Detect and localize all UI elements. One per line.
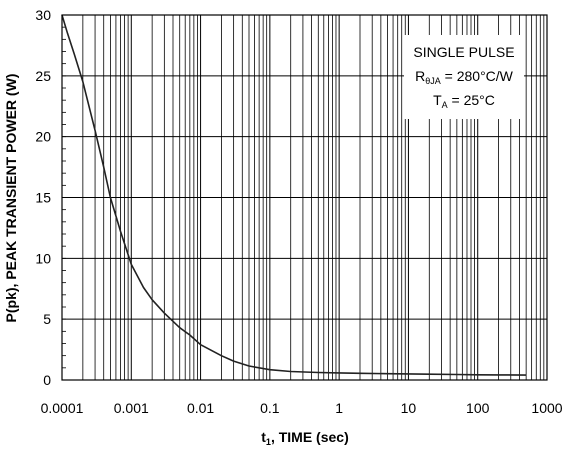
plot-area: [61, 14, 548, 381]
y-tick-label: 5: [43, 311, 51, 327]
y-tick-label: 10: [35, 250, 51, 266]
x-tick-label: 10: [401, 400, 417, 416]
x-tick-label: 100: [466, 400, 490, 416]
y-tick-label: 15: [35, 190, 51, 206]
x-tick-label: 1000: [531, 400, 562, 416]
grid: [61, 14, 547, 381]
y-tick-label: 25: [35, 68, 51, 84]
annotation-line-3: TA = 25°C: [433, 92, 495, 110]
y-tick-label: 20: [35, 129, 51, 145]
plot-series: [61, 14, 527, 376]
x-tick-label: 0.001: [114, 400, 149, 416]
y-tick-label: 30: [35, 7, 51, 23]
annotation-line-2: RθJA = 280°C/W: [415, 68, 514, 86]
y-tick-label: 0: [43, 372, 51, 388]
annotation-line-1: SINGLE PULSE: [413, 44, 514, 60]
x-tick-labels: 0.0001 0.001 0.01 0.1 1 10 100 1000: [41, 400, 563, 416]
x-axis-title: t1, TIME (sec): [261, 429, 348, 447]
x-tick-label: 0.0001: [41, 400, 84, 416]
y-tick-labels: 0 5 10 15 20 25 30: [35, 7, 51, 388]
series-line: [61, 14, 527, 376]
x-tick-label: 1: [335, 400, 343, 416]
x-tick-label: 0.01: [187, 400, 214, 416]
y-axis-title: P(pk), PEAK TRANSIENT POWER (W): [3, 74, 19, 323]
x-tick-label: 0.1: [260, 400, 280, 416]
annotation-box: SINGLE PULSE RθJA = 280°C/W TA = 25°C: [404, 35, 524, 119]
